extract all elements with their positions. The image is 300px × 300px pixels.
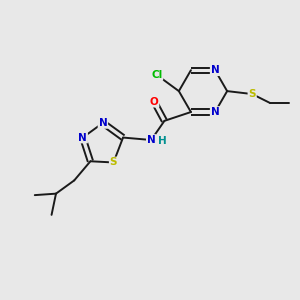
Text: N: N bbox=[211, 107, 219, 117]
Text: N: N bbox=[147, 135, 156, 145]
Text: N: N bbox=[78, 133, 87, 142]
Text: H: H bbox=[158, 136, 167, 146]
Text: N: N bbox=[211, 65, 219, 75]
Text: Cl: Cl bbox=[151, 70, 162, 80]
Text: N: N bbox=[98, 118, 107, 128]
Text: O: O bbox=[150, 97, 158, 107]
Text: S: S bbox=[110, 158, 117, 167]
Text: S: S bbox=[248, 89, 256, 99]
